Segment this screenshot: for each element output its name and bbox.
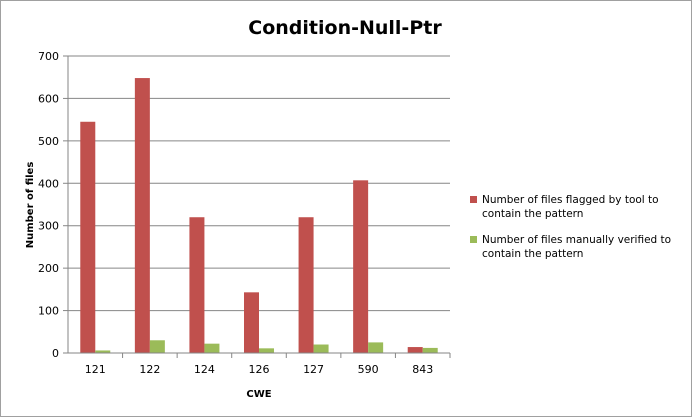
bar-flagged-124 (189, 217, 205, 353)
y-tick-label: 500 (38, 135, 59, 148)
bar-verified-843 (422, 347, 438, 353)
bar-flagged-122 (134, 78, 150, 353)
x-tick-label: 121 (85, 363, 106, 376)
x-tick-label: 122 (139, 363, 160, 376)
axes: 0 100 200 300 400 500 600 700 121 122 124 126 127 590… (38, 50, 451, 376)
chart-title: Condition-Null-Ptr (248, 17, 442, 39)
legend-label-verified: Number of files manually verified to con… (482, 234, 672, 260)
legend-entry-flagged: Number of files flagged by tool to conta… (470, 193, 688, 221)
legend: Number of files flagged by tool to conta… (470, 193, 688, 273)
gridlines (68, 55, 450, 312)
x-axis-title: CWE (246, 389, 271, 400)
y-axis-title: Number of files (25, 162, 36, 249)
y-tick-label: 400 (38, 177, 59, 190)
bar-flagged-126 (244, 292, 259, 353)
x-tick-label: 127 (303, 363, 324, 376)
bar-flagged-121 (80, 121, 96, 353)
bars (80, 78, 438, 353)
bar-verified-127 (313, 344, 329, 353)
legend-entry-verified: Number of files manually verified to con… (470, 233, 688, 261)
x-tick-label: 843 (412, 363, 433, 376)
y-tick-label: 100 (38, 305, 59, 318)
legend-swatch-verified (470, 236, 477, 243)
y-tick-label: 0 (52, 347, 59, 360)
bar-verified-124 (204, 343, 220, 353)
y-tick-label: 200 (38, 262, 59, 275)
y-tick-label: 600 (38, 92, 59, 105)
bar-verified-121 (95, 350, 111, 353)
x-tick-label: 590 (358, 363, 379, 376)
bar-flagged-590 (353, 180, 369, 353)
y-tick-label: 300 (38, 220, 59, 233)
legend-swatch-flagged (470, 196, 477, 203)
bar-verified-122 (149, 340, 165, 353)
x-tick-label: 124 (194, 363, 215, 376)
legend-label-flagged: Number of files flagged by tool to conta… (482, 194, 659, 220)
bar-flagged-127 (298, 217, 314, 353)
y-tick-label: 700 (38, 50, 59, 63)
bar-flagged-843 (407, 347, 423, 353)
bar-verified-590 (368, 342, 384, 353)
x-tick-label: 126 (249, 363, 270, 376)
bar-verified-126 (259, 348, 274, 353)
